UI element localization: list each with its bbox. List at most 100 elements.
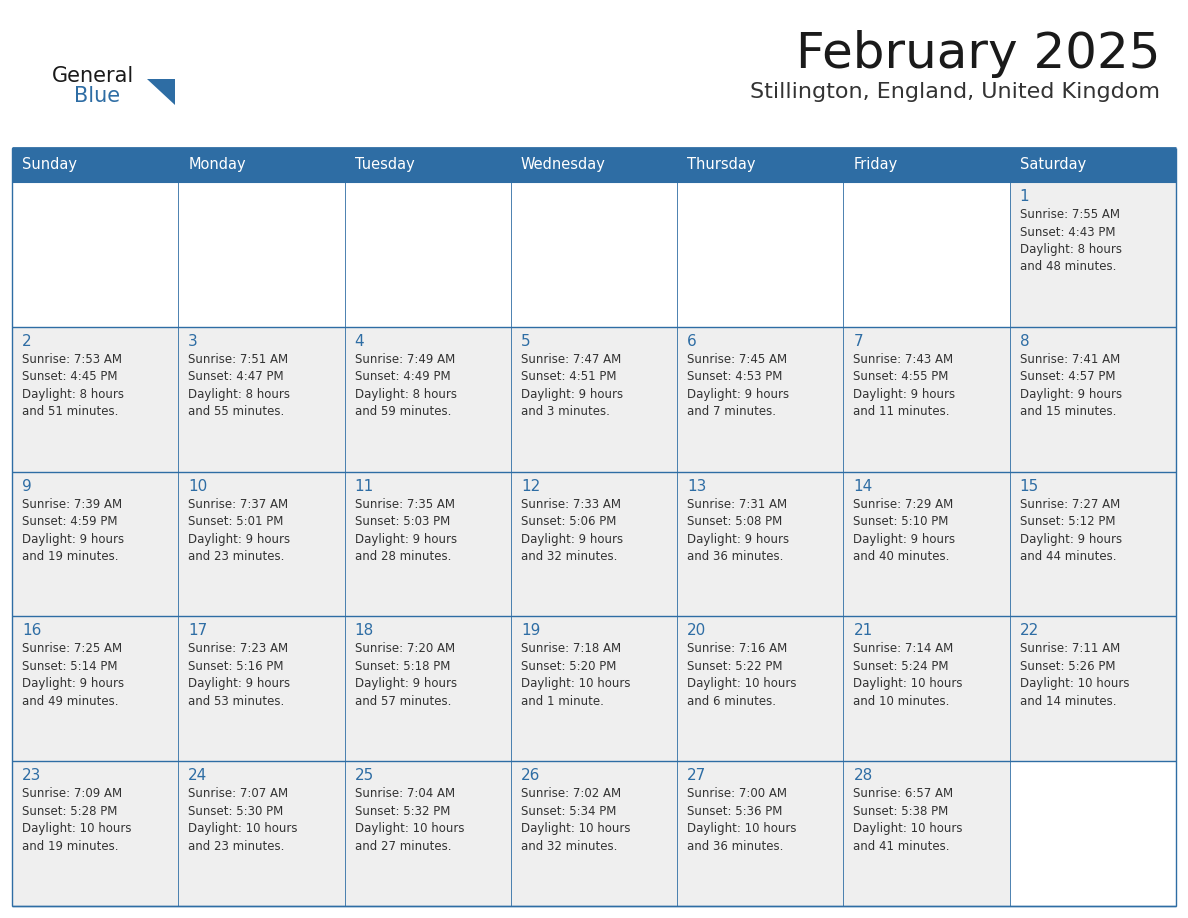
Text: 24: 24 — [188, 768, 208, 783]
Text: Sunset: 5:18 PM: Sunset: 5:18 PM — [354, 660, 450, 673]
Text: Sunrise: 7:49 AM: Sunrise: 7:49 AM — [354, 353, 455, 365]
Text: and 1 minute.: and 1 minute. — [520, 695, 604, 708]
Text: and 27 minutes.: and 27 minutes. — [354, 840, 451, 853]
Bar — [12, 327, 178, 472]
Text: 7: 7 — [853, 334, 862, 349]
Polygon shape — [147, 79, 175, 105]
Text: Sunset: 5:34 PM: Sunset: 5:34 PM — [520, 805, 617, 818]
Text: Sunset: 4:45 PM: Sunset: 4:45 PM — [23, 370, 118, 384]
Bar — [843, 327, 1010, 472]
Text: Daylight: 10 hours: Daylight: 10 hours — [853, 677, 963, 690]
Text: Sunset: 5:03 PM: Sunset: 5:03 PM — [354, 515, 450, 528]
Text: 21: 21 — [853, 623, 873, 638]
Text: Sunset: 4:59 PM: Sunset: 4:59 PM — [23, 515, 118, 528]
Bar — [511, 182, 677, 327]
Text: Sunrise: 7:41 AM: Sunrise: 7:41 AM — [1019, 353, 1120, 365]
Bar — [345, 616, 511, 761]
Text: Daylight: 9 hours: Daylight: 9 hours — [188, 532, 290, 545]
Bar — [511, 472, 677, 616]
Bar — [677, 327, 843, 472]
Text: Sunset: 5:06 PM: Sunset: 5:06 PM — [520, 515, 617, 528]
Text: Sunrise: 7:23 AM: Sunrise: 7:23 AM — [188, 643, 289, 655]
Text: Sunrise: 7:45 AM: Sunrise: 7:45 AM — [687, 353, 788, 365]
Text: Sunset: 5:01 PM: Sunset: 5:01 PM — [188, 515, 284, 528]
Text: Sunrise: 7:51 AM: Sunrise: 7:51 AM — [188, 353, 289, 365]
Text: and 32 minutes.: and 32 minutes. — [520, 840, 618, 853]
Text: Sunrise: 7:07 AM: Sunrise: 7:07 AM — [188, 788, 289, 800]
Text: and 48 minutes.: and 48 minutes. — [1019, 261, 1116, 274]
Bar — [178, 616, 345, 761]
Text: 18: 18 — [354, 623, 374, 638]
Text: Daylight: 9 hours: Daylight: 9 hours — [520, 387, 623, 401]
Text: 17: 17 — [188, 623, 208, 638]
Text: and 49 minutes.: and 49 minutes. — [23, 695, 119, 708]
Text: 19: 19 — [520, 623, 541, 638]
Text: February 2025: February 2025 — [796, 30, 1159, 78]
Text: Sunrise: 7:55 AM: Sunrise: 7:55 AM — [1019, 208, 1120, 221]
Text: Sunrise: 7:14 AM: Sunrise: 7:14 AM — [853, 643, 954, 655]
Bar — [843, 182, 1010, 327]
Bar — [178, 761, 345, 906]
Text: Daylight: 9 hours: Daylight: 9 hours — [853, 387, 955, 401]
Text: Daylight: 9 hours: Daylight: 9 hours — [23, 677, 124, 690]
Text: Sunrise: 7:00 AM: Sunrise: 7:00 AM — [687, 788, 788, 800]
Text: Sunset: 4:43 PM: Sunset: 4:43 PM — [1019, 226, 1116, 239]
Text: Sunrise: 7:02 AM: Sunrise: 7:02 AM — [520, 788, 621, 800]
Text: Sunset: 5:08 PM: Sunset: 5:08 PM — [687, 515, 783, 528]
Text: Sunrise: 7:09 AM: Sunrise: 7:09 AM — [23, 788, 122, 800]
Bar — [843, 472, 1010, 616]
Text: Sunrise: 7:04 AM: Sunrise: 7:04 AM — [354, 788, 455, 800]
Text: and 55 minutes.: and 55 minutes. — [188, 406, 285, 419]
Text: and 28 minutes.: and 28 minutes. — [354, 550, 451, 563]
Text: 10: 10 — [188, 478, 208, 494]
Bar — [178, 182, 345, 327]
Text: Sunset: 4:53 PM: Sunset: 4:53 PM — [687, 370, 783, 384]
Text: and 15 minutes.: and 15 minutes. — [1019, 406, 1116, 419]
Text: and 36 minutes.: and 36 minutes. — [687, 550, 784, 563]
Text: Sunrise: 7:16 AM: Sunrise: 7:16 AM — [687, 643, 788, 655]
Text: Stillington, England, United Kingdom: Stillington, England, United Kingdom — [750, 82, 1159, 102]
Text: Daylight: 10 hours: Daylight: 10 hours — [853, 823, 963, 835]
Text: and 36 minutes.: and 36 minutes. — [687, 840, 784, 853]
Text: Sunrise: 7:31 AM: Sunrise: 7:31 AM — [687, 498, 788, 510]
Text: Daylight: 10 hours: Daylight: 10 hours — [188, 823, 298, 835]
Text: 11: 11 — [354, 478, 374, 494]
Text: Daylight: 9 hours: Daylight: 9 hours — [687, 532, 789, 545]
Bar — [511, 327, 677, 472]
Bar — [1010, 472, 1176, 616]
Text: and 7 minutes.: and 7 minutes. — [687, 406, 776, 419]
Text: Sunrise: 7:11 AM: Sunrise: 7:11 AM — [1019, 643, 1120, 655]
Text: Sunrise: 6:57 AM: Sunrise: 6:57 AM — [853, 788, 954, 800]
Text: and 23 minutes.: and 23 minutes. — [188, 840, 285, 853]
Text: Sunset: 5:10 PM: Sunset: 5:10 PM — [853, 515, 949, 528]
Text: 16: 16 — [23, 623, 42, 638]
Text: 5: 5 — [520, 334, 531, 349]
Text: Sunset: 4:47 PM: Sunset: 4:47 PM — [188, 370, 284, 384]
Text: Daylight: 10 hours: Daylight: 10 hours — [520, 677, 631, 690]
Text: 6: 6 — [687, 334, 697, 349]
Text: and 3 minutes.: and 3 minutes. — [520, 406, 609, 419]
Text: Sunrise: 7:39 AM: Sunrise: 7:39 AM — [23, 498, 122, 510]
Text: 9: 9 — [23, 478, 32, 494]
Bar — [12, 472, 178, 616]
Text: Daylight: 9 hours: Daylight: 9 hours — [687, 387, 789, 401]
Text: Sunset: 5:36 PM: Sunset: 5:36 PM — [687, 805, 783, 818]
Bar — [12, 148, 1176, 182]
Text: Daylight: 9 hours: Daylight: 9 hours — [1019, 532, 1121, 545]
Bar — [12, 761, 178, 906]
Text: Sunrise: 7:20 AM: Sunrise: 7:20 AM — [354, 643, 455, 655]
Text: Sunrise: 7:47 AM: Sunrise: 7:47 AM — [520, 353, 621, 365]
Text: and 23 minutes.: and 23 minutes. — [188, 550, 285, 563]
Bar — [1010, 616, 1176, 761]
Text: Sunset: 5:22 PM: Sunset: 5:22 PM — [687, 660, 783, 673]
Bar — [345, 472, 511, 616]
Text: and 19 minutes.: and 19 minutes. — [23, 840, 119, 853]
Text: 27: 27 — [687, 768, 707, 783]
Text: and 57 minutes.: and 57 minutes. — [354, 695, 451, 708]
Text: 4: 4 — [354, 334, 365, 349]
Text: 26: 26 — [520, 768, 541, 783]
Text: and 44 minutes.: and 44 minutes. — [1019, 550, 1117, 563]
Bar — [677, 761, 843, 906]
Text: and 51 minutes.: and 51 minutes. — [23, 406, 119, 419]
Text: and 32 minutes.: and 32 minutes. — [520, 550, 618, 563]
